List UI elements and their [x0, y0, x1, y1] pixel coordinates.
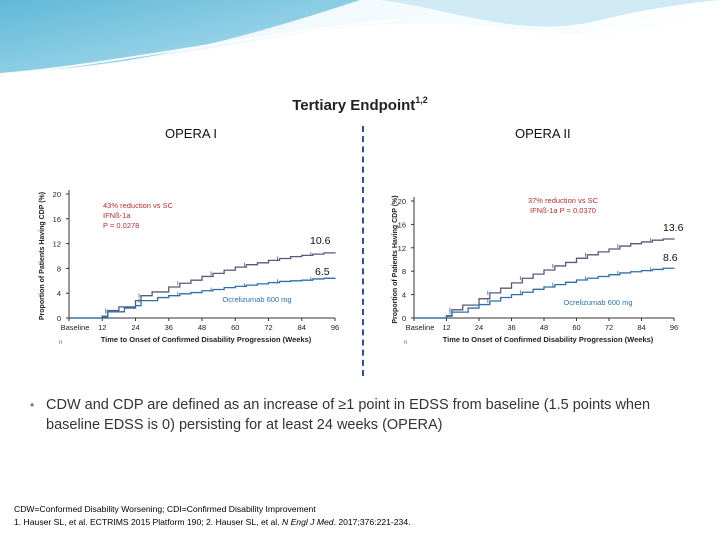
y-tick-label: 0 [402, 314, 406, 323]
definition-bullet: • CDW and CDP are defined as an increase… [30, 395, 690, 435]
footnote-journal: N Engl J Med [281, 517, 334, 527]
x-tick-label: 36 [507, 323, 515, 332]
y-tick-label: 12 [53, 240, 61, 249]
n-label: n [59, 340, 62, 346]
x-tick-label: 96 [331, 323, 339, 332]
series-line-ocrelizumab [69, 277, 336, 319]
slide-title-superscript: 1,2 [415, 95, 428, 105]
series-line-ocrelizumab [414, 267, 675, 319]
x-tick-label: 72 [264, 323, 272, 332]
y-axis-label: Proportion of Patients Having CDP (%) [392, 195, 399, 323]
y-tick-label: 16 [53, 215, 61, 224]
reduction-annotation-line: 43% reduction vs SC [103, 201, 174, 210]
x-tick-label: 72 [605, 323, 613, 332]
x-tick-label: 12 [98, 323, 106, 332]
x-tick-label: 24 [131, 323, 139, 332]
y-axis-label: Proportion of Patients Having CDP (%) [39, 192, 46, 320]
panel-divider [362, 126, 364, 376]
x-tick-label: 12 [442, 323, 450, 332]
x-axis-label: Time to Onset of Confirmed Disability Pr… [101, 335, 312, 344]
y-tick-label: 12 [398, 244, 406, 253]
x-tick-label: 84 [637, 323, 645, 332]
y-tick-label: 16 [398, 220, 406, 229]
n-label: n [404, 340, 407, 346]
y-tick-label: 20 [53, 190, 61, 199]
footnote-ref-part-2: . 2017;376:221-234. [333, 517, 411, 527]
x-axis-label: Time to Onset of Confirmed Disability Pr… [443, 335, 654, 344]
panel-title-opera-1: OPERA I [165, 126, 218, 141]
x-tick-label: 24 [475, 323, 483, 332]
x-tick-label: 48 [198, 323, 206, 332]
x-tick-label: 84 [298, 323, 306, 332]
x-tick-label: 96 [670, 323, 678, 332]
x-tick-label: 60 [572, 323, 580, 332]
y-tick-label: 0 [57, 314, 61, 323]
x-tick-label: 60 [231, 323, 239, 332]
bullet-text: CDW and CDP are defined as an increase o… [46, 397, 651, 433]
end-value-label: 8.6 [663, 252, 678, 264]
slide-title-text: Tertiary Endpoint [292, 97, 416, 114]
x-tick-label: 36 [165, 323, 173, 332]
y-tick-label: 8 [57, 264, 61, 273]
bullet-marker: • [30, 398, 35, 412]
end-value-label: 13.6 [663, 222, 684, 234]
series-line-ifn [414, 238, 675, 319]
reduction-annotation-line: 37% reduction vs SC [528, 196, 599, 205]
footnote-ref-part-1: 1. Hauser SL, et al. ECTRIMS 2015 Platfo… [14, 517, 282, 527]
reduction-annotation-line: P = 0.0278 [103, 221, 139, 230]
x-tick-label: Baseline [61, 323, 90, 332]
header-banner [0, 0, 720, 75]
footnote-abbreviations: CDW=Conformed Disability Worsening; CDI=… [14, 504, 316, 514]
series-line-ifn [69, 252, 336, 319]
reduction-annotation-line: IFNß-1a P = 0.0370 [530, 206, 596, 215]
x-tick-label: Baseline [406, 323, 435, 332]
footnote-references: 1. Hauser SL, et al. ECTRIMS 2015 Platfo… [14, 516, 484, 529]
y-tick-label: 8 [402, 267, 406, 276]
y-tick-label: 20 [398, 197, 406, 206]
panel-title-opera-2: OPERA II [515, 126, 571, 141]
slide-title: Tertiary Endpoint1,2 [0, 95, 720, 114]
series-label-ocrelizumab: Ocrelizumab 600 mg [222, 295, 291, 304]
y-tick-label: 4 [402, 291, 406, 300]
series-label-ocrelizumab: Ocrelizumab 600 mg [563, 298, 632, 307]
end-value-label: 10.6 [310, 235, 331, 247]
y-tick-label: 4 [57, 289, 61, 298]
x-tick-label: 48 [540, 323, 548, 332]
end-value-label: 6.5 [315, 266, 330, 278]
reduction-annotation-line: IFNß-1a [103, 211, 131, 220]
footnotes: CDW=Conformed Disability Worsening; CDI=… [14, 503, 484, 529]
